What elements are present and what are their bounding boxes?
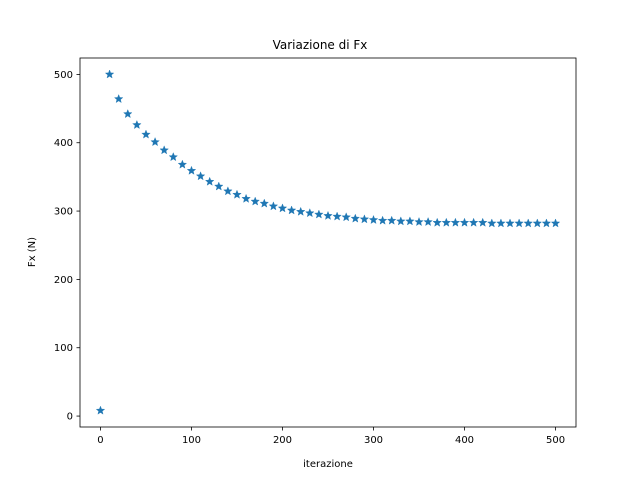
data-point: [286, 205, 297, 215]
data-point: [195, 171, 206, 181]
y-tick-label: 500: [54, 70, 73, 81]
x-axis-label: iterazione: [303, 459, 353, 470]
data-point: [532, 218, 543, 228]
y-tick-label: 300: [54, 207, 73, 218]
data-point: [104, 69, 115, 79]
plot-area: [79, 57, 577, 428]
data-point: [505, 218, 515, 228]
x-tick-label: 100: [182, 435, 201, 446]
y-tick-label: 100: [54, 343, 73, 354]
data-point: [123, 109, 133, 119]
data-point: [232, 189, 242, 199]
y-axis-ticks: 0 100 200 300 400 500: [54, 70, 80, 423]
chart-title: Variazione di Fx: [273, 38, 368, 52]
data-point: [550, 218, 561, 228]
data-point: [314, 209, 324, 219]
data-point: [523, 218, 533, 228]
data-point: [168, 152, 178, 162]
data-point: [150, 137, 160, 147]
data-point: [350, 213, 361, 223]
data-point: [441, 217, 452, 227]
data-point: [496, 218, 506, 228]
data-point: [332, 211, 342, 221]
plot-frame: [79, 57, 577, 428]
data-point: [95, 405, 106, 415]
data-point: [259, 198, 270, 208]
data-point: [450, 217, 461, 227]
x-tick-label: 200: [273, 435, 292, 446]
data-point: [214, 181, 224, 191]
data-point: [250, 196, 260, 206]
data-point: [377, 215, 388, 225]
x-tick-label: 400: [455, 435, 474, 446]
data-point: [141, 129, 151, 139]
y-tick-label: 200: [54, 275, 73, 286]
x-tick-label: 0: [97, 435, 103, 446]
y-axis-label: Fx (N): [27, 237, 38, 267]
data-point: [113, 94, 124, 104]
data-point: [423, 217, 433, 227]
data-point: [432, 217, 442, 227]
y-tick-label: 0: [67, 412, 73, 423]
data-point: [277, 203, 288, 213]
data-point: [177, 159, 188, 169]
data-point: [405, 216, 415, 226]
data-point: [341, 212, 351, 222]
data-point: [305, 208, 315, 218]
y-tick-label: 400: [54, 138, 73, 149]
data-series: [95, 69, 561, 415]
data-point: [514, 218, 524, 228]
data-point: [414, 217, 424, 227]
x-tick-label: 500: [546, 435, 565, 446]
data-point: [478, 217, 488, 227]
data-point: [186, 165, 197, 175]
data-point: [295, 206, 306, 216]
x-axis-ticks: 0 100 200 300 400 500: [97, 427, 565, 446]
data-point: [459, 217, 470, 227]
data-point: [368, 214, 379, 224]
data-point: [386, 215, 397, 225]
data-point: [204, 176, 215, 186]
data-point: [468, 217, 479, 227]
data-point: [541, 218, 552, 228]
data-point: [396, 216, 406, 226]
data-point: [159, 145, 169, 155]
data-point: [241, 193, 251, 203]
data-point: [223, 186, 233, 196]
x-tick-label: 300: [364, 435, 383, 446]
data-point: [487, 218, 497, 228]
data-point: [323, 210, 333, 220]
data-point: [359, 214, 370, 224]
data-point: [268, 201, 279, 211]
data-point: [132, 120, 142, 129]
